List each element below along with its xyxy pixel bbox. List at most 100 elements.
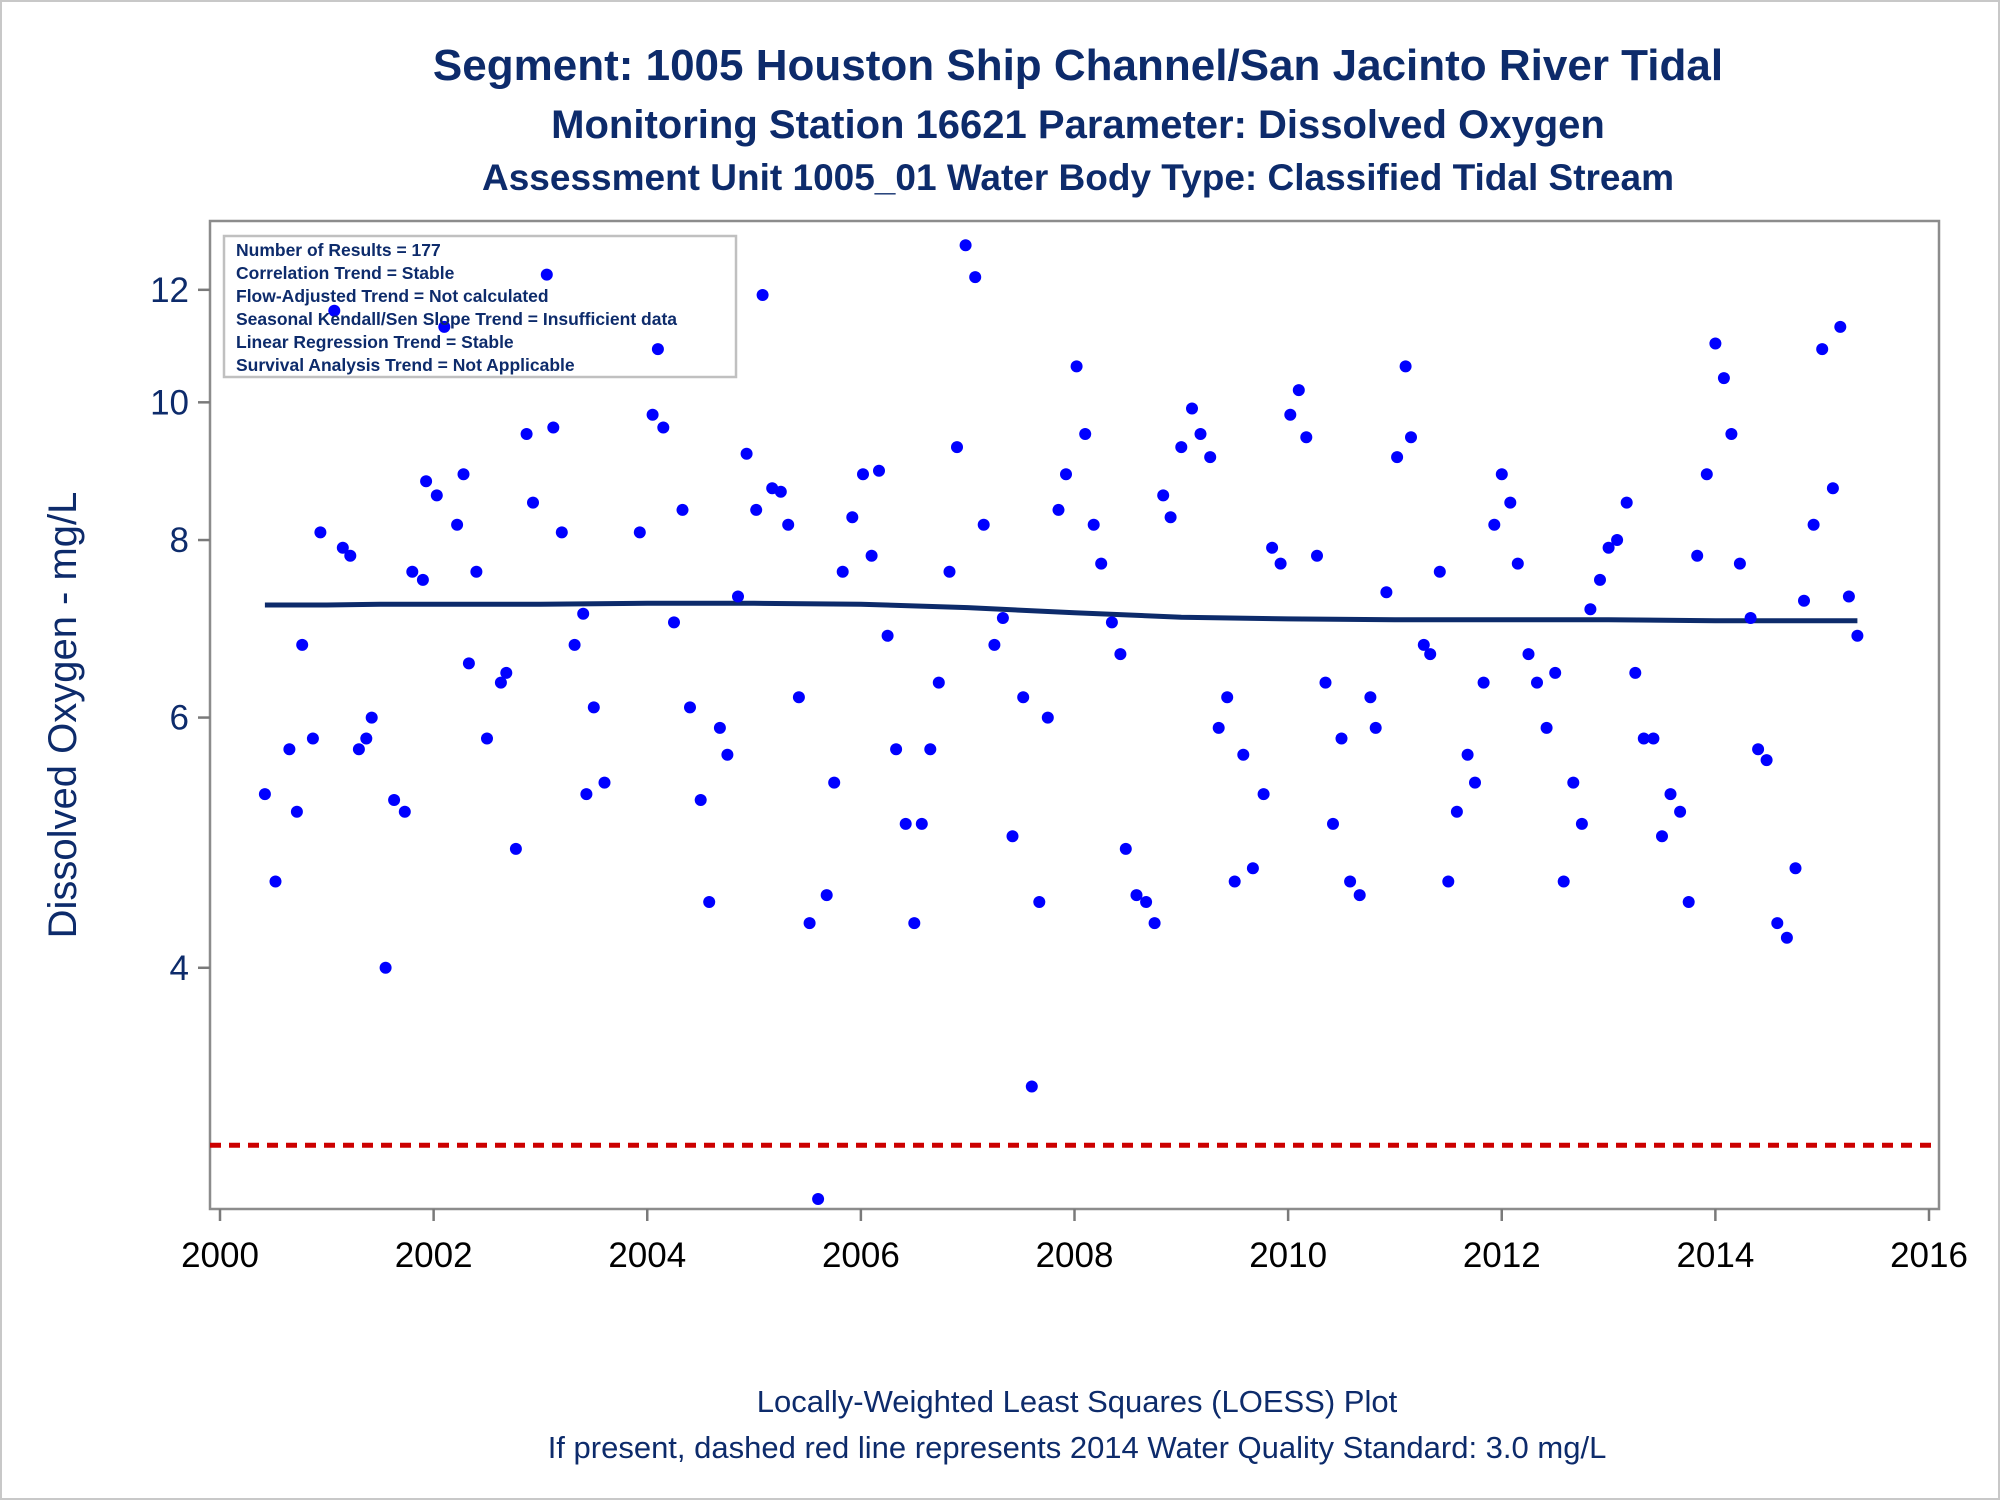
data-point [846, 511, 859, 524]
data-point [587, 701, 600, 714]
data-point [1391, 451, 1404, 464]
data-point [865, 549, 878, 562]
data-point [1237, 748, 1250, 761]
data-point [555, 526, 568, 539]
data-point [1807, 518, 1820, 531]
data-point [782, 518, 795, 531]
data-point [1744, 612, 1757, 624]
data-point [1504, 496, 1517, 509]
data-point [890, 743, 903, 756]
info-line: Survival Analysis Trend = Not Applicable [236, 355, 575, 375]
data-point [1584, 603, 1597, 616]
data-point [1194, 428, 1207, 440]
data-point [1221, 691, 1234, 704]
data-point [1629, 666, 1642, 679]
data-point [1620, 496, 1633, 509]
data-point [1369, 721, 1382, 734]
data-point [836, 565, 849, 578]
data-point [1567, 776, 1580, 789]
x-tick-label: 2006 [822, 1236, 900, 1275]
data-point [1114, 648, 1127, 661]
data-point [336, 541, 349, 554]
data-point [438, 320, 451, 333]
data-point [1531, 676, 1543, 689]
data-point [1477, 676, 1490, 689]
data-point [365, 711, 378, 724]
y-tick-label: 8 [170, 521, 189, 560]
data-point [457, 468, 470, 481]
y-tick-label: 10 [150, 383, 189, 422]
data-point [420, 475, 433, 488]
data-point [500, 666, 513, 679]
data-point [1052, 503, 1065, 516]
chart-subtitle-2: Assessment Unit 1005_01 Water Body Type:… [482, 157, 1674, 198]
data-point [527, 496, 539, 509]
data-point [1700, 468, 1713, 481]
data-point [296, 638, 309, 651]
data-point [1816, 343, 1829, 356]
data-point [1733, 557, 1746, 570]
data-point [812, 1193, 825, 1205]
data-point [1575, 817, 1588, 830]
data-point [1424, 648, 1437, 661]
data-point [1442, 875, 1455, 888]
data-points [258, 239, 1864, 1205]
y-axis: 4 6 8 10 12 [150, 271, 210, 988]
data-point [547, 421, 560, 434]
x-tick-label: 2012 [1463, 1236, 1541, 1275]
data-point [969, 271, 982, 284]
data-point [269, 875, 282, 888]
data-point [398, 805, 411, 818]
data-point [651, 343, 664, 356]
info-line: Correlation Trend = Stable [236, 263, 455, 283]
y-tick-label: 6 [170, 699, 189, 738]
data-point [996, 612, 1009, 624]
data-point [406, 565, 419, 578]
data-point [1417, 638, 1430, 651]
data-point [344, 549, 357, 562]
info-box-border [222, 234, 738, 379]
data-point [756, 289, 769, 301]
x-tick-label: 2000 [181, 1236, 259, 1275]
data-point [740, 447, 753, 460]
data-point [352, 743, 365, 756]
data-point [481, 732, 493, 745]
data-point [924, 743, 937, 756]
footnote-loess: Locally-Weighted Least Squares (LOESS) P… [757, 1384, 1398, 1419]
data-point [1682, 896, 1695, 908]
data-point [1380, 586, 1393, 599]
data-point [959, 239, 972, 252]
data-point [1041, 711, 1054, 724]
data-point [1405, 431, 1417, 444]
data-point [1186, 402, 1198, 415]
info-box: Number of Results = 177 Correlation Tren… [222, 234, 738, 379]
data-point [857, 468, 869, 481]
data-point [360, 732, 373, 745]
data-point [1175, 441, 1188, 454]
info-line: Seasonal Kendall/Sen Slope Trend = Insuf… [236, 309, 677, 329]
data-point [509, 842, 522, 855]
data-point [1212, 721, 1225, 734]
data-point [1834, 320, 1847, 333]
data-point [1344, 875, 1357, 888]
data-point [1637, 732, 1650, 745]
data-point [828, 776, 841, 789]
data-point [908, 917, 921, 930]
data-point [290, 805, 303, 818]
x-tick-label: 2008 [1036, 1236, 1114, 1275]
data-point [379, 961, 392, 974]
data-point [1602, 541, 1615, 554]
data-point [1006, 830, 1019, 843]
data-point [1148, 917, 1161, 930]
data-point [1789, 862, 1802, 875]
data-point [1228, 875, 1241, 888]
data-point [1798, 594, 1810, 607]
info-line: Linear Regression Trend = Stable [236, 332, 514, 352]
data-point [1164, 511, 1177, 524]
data-point [1017, 691, 1030, 704]
data-point [1399, 360, 1412, 373]
data-point [1130, 889, 1143, 902]
data-point [1284, 408, 1297, 421]
footnote-standard: If present, dashed red line represents 2… [548, 1430, 1607, 1465]
